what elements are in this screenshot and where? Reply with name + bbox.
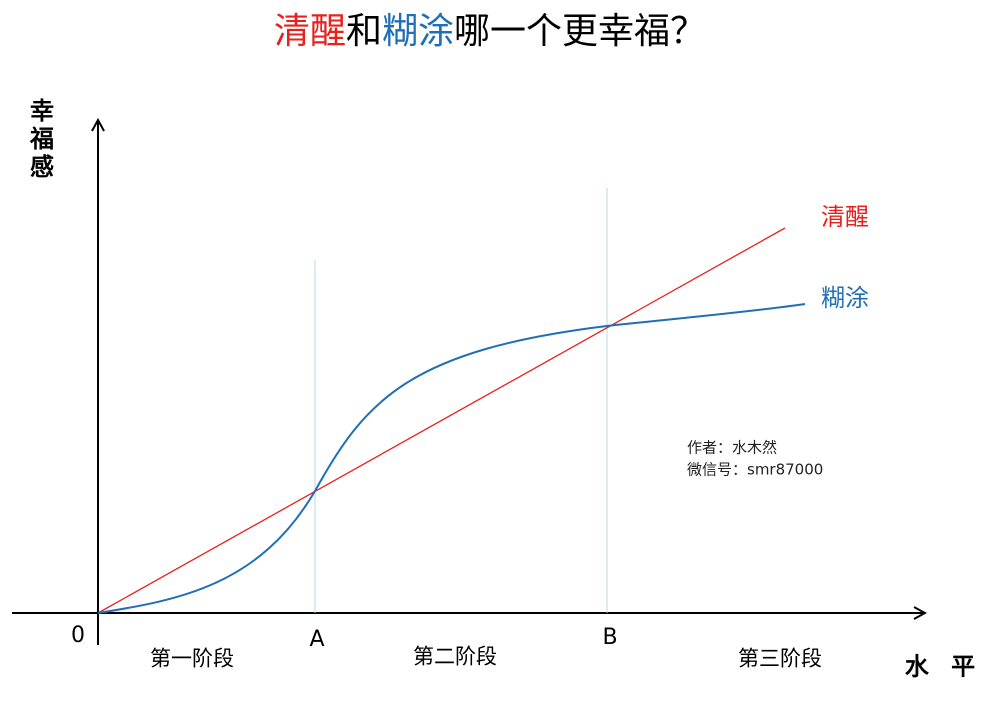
title-part: 和 bbox=[346, 11, 382, 52]
stage-label: 第三阶段 bbox=[738, 647, 822, 671]
title: 清醒和糊涂哪一个更幸福？ bbox=[274, 11, 706, 52]
stage-label: 第一阶段 bbox=[150, 647, 234, 671]
sober-curve bbox=[97, 227, 786, 614]
origin-label: 0 bbox=[71, 623, 85, 648]
curve-label: 糊涂 bbox=[821, 284, 869, 312]
note: 微信号：smr87000 bbox=[687, 461, 823, 479]
stage-label: 第二阶段 bbox=[413, 645, 497, 669]
title-part: 清醒 bbox=[274, 11, 346, 52]
title-part: 哪一个更幸福？ bbox=[454, 11, 706, 52]
point-label: B bbox=[602, 625, 617, 650]
curve-label: 清醒 bbox=[821, 203, 869, 231]
note: 作者：水木然 bbox=[687, 439, 777, 457]
x-axis-label: 水 平 bbox=[905, 652, 975, 681]
y-axis-label: 幸福感 bbox=[26, 98, 55, 182]
muddled-curve bbox=[97, 303, 806, 614]
point-label: A bbox=[309, 627, 324, 652]
title-part: 糊涂 bbox=[382, 11, 454, 52]
